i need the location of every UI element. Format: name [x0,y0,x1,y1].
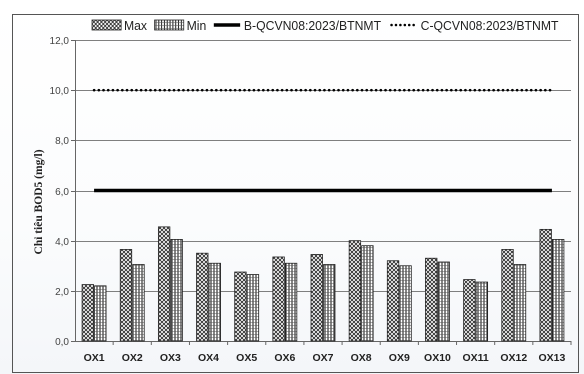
outer-border [12,14,579,373]
bar-min-ox5 [246,274,260,342]
x-tick-label: OX9 [389,352,410,364]
bar-max-ox12 [501,249,514,342]
bar-min-ox6 [284,262,298,342]
bar-min-ox8 [361,245,374,342]
bar-min-ox2 [132,264,145,342]
legend-swatch-min [154,19,185,31]
bars [81,226,565,342]
x-tick-label: OX1 [84,352,105,364]
bar-min-ox1 [94,285,107,342]
bar-max-ox3 [157,226,171,342]
bar-min-ox12 [513,264,527,342]
x-tick-label: OX7 [312,352,333,364]
bar-max-ox2 [119,249,133,342]
bar-min-ox9 [399,265,412,342]
gridlines [75,40,571,292]
axes [71,40,572,345]
x-tick-label: OX4 [198,352,219,364]
x-tick-label: OX2 [122,352,143,364]
x-tick-label: OX10 [424,352,451,364]
legend-label-min: Min [187,19,207,33]
bar-max-ox11 [463,279,476,342]
bar-min-ox11 [475,281,489,342]
legend: Max Min B-QCVN08:2023/BTNMT C-QCVN08:2023/B… [91,19,559,33]
x-tick-label: OX5 [236,352,257,364]
tick-labels: 0,0 2,0 4,0 6,0 8,0 10,0 12,0 [50,36,70,348]
x-tick-label: OX3 [160,352,181,364]
bar-min-ox3 [170,239,183,342]
reference-lines [92,88,554,193]
legend-label-ref-c: C-QCVN08:2023/BTNMT [421,19,559,33]
category-labels: OX1 OX2 OX3 OX4 OX5 OX6 OX7 OX8 OX9 OX10 OX11 OX12 O… [84,352,566,364]
bar-max-ox7 [310,254,323,342]
legend-swatch-max [91,19,122,31]
y-tick-label: 6,0 [55,187,69,198]
bar-min-ox4 [208,262,221,342]
x-tick-label: OX11 [462,352,488,364]
bar-max-ox5 [234,271,247,342]
bar-max-ox1 [81,284,94,342]
bar-max-ox4 [196,252,209,342]
bar-min-ox13 [552,239,565,342]
bar-max-ox8 [348,240,362,342]
bar-min-ox7 [323,264,336,342]
y-tick-label: 2,0 [55,287,69,298]
x-tick-label: OX12 [500,352,527,364]
y-axis-label: Chỉ tiêu BOD5 (mg/l) [33,149,45,254]
bar-max-ox10 [425,257,438,342]
bar-max-ox13 [539,228,552,342]
bar-min-ox10 [437,261,450,342]
y-tick-label: 4,0 [55,237,69,248]
y-tick-label: 10,0 [50,86,70,97]
x-tick-label: OX6 [274,352,295,364]
y-tick-label: 0,0 [55,337,69,348]
bar-max-ox6 [272,256,285,342]
bar-max-ox9 [386,260,400,342]
x-tick-label: OX8 [351,352,372,364]
legend-label-max: Max [124,19,148,33]
y-tick-label: 8,0 [55,136,69,147]
y-tick-label: 12,0 [50,36,70,47]
legend-label-ref-b: B-QCVN08:2023/BTNMT [244,19,381,33]
x-tick-label: OX13 [538,352,565,364]
